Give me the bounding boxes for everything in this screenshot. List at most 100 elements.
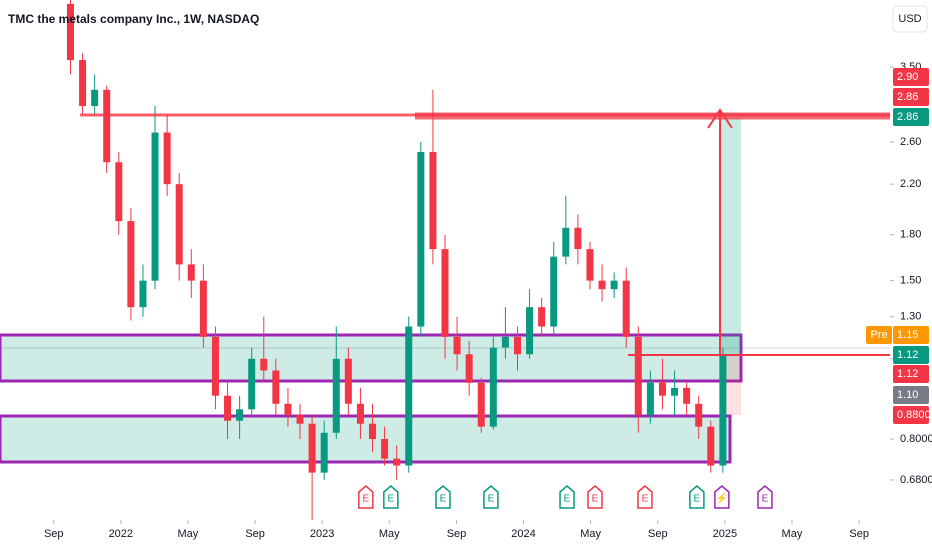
event-label: E <box>762 494 769 505</box>
overlay <box>80 108 890 356</box>
price-badge <box>893 108 929 126</box>
candle-body <box>405 326 413 466</box>
candle-body <box>369 423 377 439</box>
price-badge <box>893 386 929 404</box>
price-badge-label: 1.12 <box>897 368 918 380</box>
price-badge <box>893 365 929 383</box>
candle-body <box>393 458 401 466</box>
price-badge-label: 1.10 <box>897 389 918 401</box>
price-badge-label: 2.86 <box>897 111 918 123</box>
event-label: E <box>564 494 571 505</box>
candle-body <box>646 382 654 415</box>
x-tick-label: Sep <box>44 528 64 540</box>
price-badge-label: 2.90 <box>897 71 918 83</box>
x-tick-label: Sep <box>245 528 265 540</box>
price-badge-label: 1.12 <box>897 349 918 361</box>
event-marker <box>435 485 451 509</box>
event-label: E <box>387 494 394 505</box>
prefix-label: Pre <box>870 329 887 341</box>
event-marker <box>714 485 730 509</box>
candle-body <box>526 307 534 355</box>
candle-body <box>477 382 485 427</box>
candle-body <box>224 395 232 421</box>
event-label: E <box>592 494 599 505</box>
event-label: E <box>694 494 701 505</box>
candle-body <box>574 227 582 250</box>
candle-body <box>658 382 666 396</box>
candle-body <box>115 162 123 222</box>
price-badge <box>893 326 929 344</box>
event-marker <box>559 485 575 509</box>
event-marker <box>587 485 603 509</box>
y-tick-label: 1.30 <box>900 311 921 323</box>
y-tick-label: 1.50 <box>900 275 921 287</box>
event-marker <box>757 485 773 509</box>
x-tick-label: 2024 <box>511 528 535 540</box>
candle-body <box>320 432 328 473</box>
event-label: E <box>440 494 447 505</box>
candle-body <box>381 438 389 459</box>
y-tick-label: 2.20 <box>900 178 921 190</box>
y-tick-label: 0.8000 <box>900 433 932 445</box>
candle-body <box>465 354 473 383</box>
candle-body <box>550 256 558 327</box>
candle-body <box>236 409 244 421</box>
price-badge <box>893 88 929 106</box>
candles <box>66 0 727 520</box>
candle-body <box>562 227 570 257</box>
zone-box <box>0 333 743 383</box>
x-tick-label: May <box>379 528 400 540</box>
candle-body <box>127 221 135 308</box>
candle-body <box>344 358 352 404</box>
price-badge <box>893 406 929 424</box>
target-zone <box>720 118 741 355</box>
x-tick-label: May <box>580 528 601 540</box>
price-badge-label: 2.86 <box>897 91 918 103</box>
candle-body <box>622 280 630 337</box>
y-tick-label: 0.6800 <box>900 474 932 486</box>
candle-body <box>586 249 594 281</box>
x-tick-label: Sep <box>648 528 668 540</box>
candle-body <box>356 403 364 424</box>
event-marker <box>689 485 705 509</box>
candle-body <box>695 403 703 427</box>
candle-body <box>139 280 147 308</box>
candle-body <box>453 336 461 355</box>
candle-body <box>175 184 183 265</box>
candle-body <box>66 3 74 61</box>
price-badge-label: 1.15 <box>897 329 918 341</box>
price-axis <box>890 0 932 520</box>
candle-body <box>429 151 437 250</box>
x-tick-label: 2025 <box>713 528 737 540</box>
candle-body <box>441 249 449 337</box>
price-badge <box>893 68 929 86</box>
time-axis <box>0 520 932 550</box>
candle-body <box>634 336 642 415</box>
candle-body <box>610 280 618 290</box>
candle-body <box>513 336 521 355</box>
x-tick-label: 2022 <box>109 528 133 540</box>
candle-body <box>187 264 195 281</box>
x-tick-label: Sep <box>849 528 869 540</box>
x-tick-label: 2023 <box>310 528 334 540</box>
candle-body <box>79 60 87 107</box>
event-label: E <box>642 494 649 505</box>
candle-body <box>538 307 546 327</box>
event-marker <box>358 485 374 509</box>
candle-body <box>489 347 497 427</box>
event-label: E <box>363 494 370 505</box>
price-badge <box>893 346 929 364</box>
x-tick-label: Sep <box>447 528 467 540</box>
currency-button[interactable] <box>892 5 928 33</box>
candle-body <box>284 403 292 415</box>
candle-body <box>719 354 727 466</box>
x-tick-label: May <box>177 528 198 540</box>
y-tick-label: 2.60 <box>900 136 921 148</box>
event-marker <box>483 485 499 509</box>
currency: USD <box>898 13 921 25</box>
zone-box <box>0 414 732 464</box>
candle-body <box>598 280 606 290</box>
event-label: E <box>488 494 495 505</box>
